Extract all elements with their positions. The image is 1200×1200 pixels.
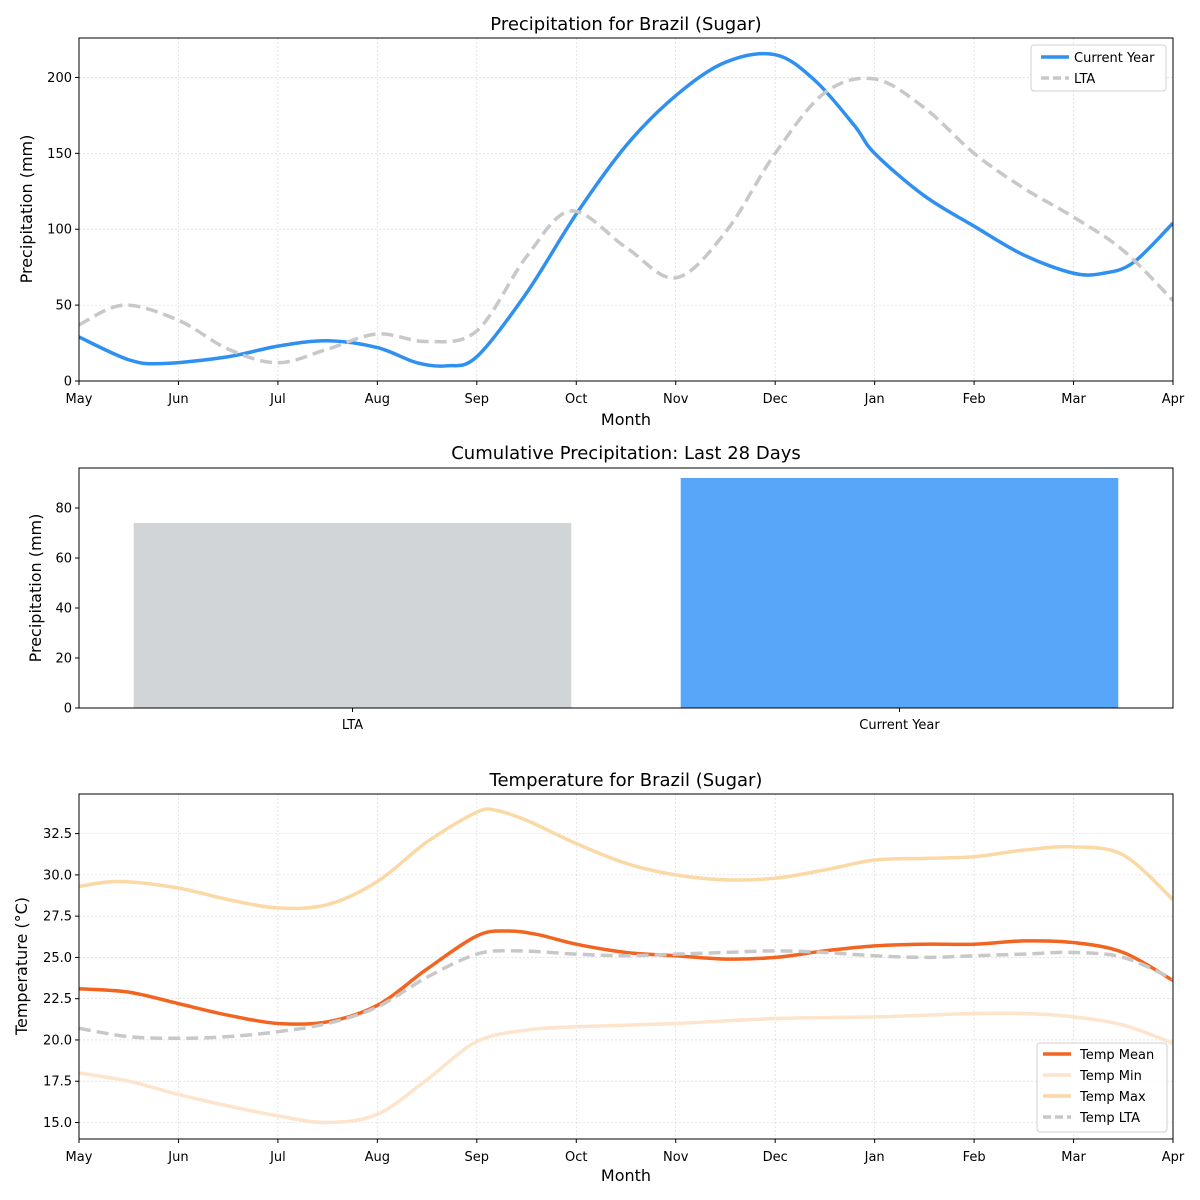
x-tick-label-dec: Dec — [763, 392, 788, 407]
x-tick-label-jul: Jul — [269, 1150, 286, 1165]
bar-lta — [133, 523, 572, 708]
x-tick-label-mar: Mar — [1061, 1150, 1086, 1165]
x-tick-label-lta: LTA — [342, 718, 363, 733]
y-tick-label: 150 — [47, 147, 72, 162]
x-tick-label-oct: Oct — [565, 1150, 587, 1165]
y-tick-label: 22.5 — [43, 992, 72, 1007]
grid — [78, 794, 1174, 1139]
x-tick-label-aug: Aug — [365, 392, 390, 407]
bars-group — [133, 478, 1119, 708]
precipitation-line-chart: Precipitation for Brazil (Sugar) May Jun J… — [17, 14, 1185, 429]
y-tick-label: 40 — [55, 602, 72, 617]
series-line-current-year — [79, 51, 1173, 368]
legend-label-temp-max: Temp Max — [1079, 1090, 1146, 1105]
x-tick-label-feb: Feb — [963, 1150, 986, 1165]
y-axis: 0 20 40 60 80 — [55, 502, 79, 717]
x-tick-label-sep: Sep — [465, 392, 490, 407]
x-tick-label-apr: Apr — [1162, 1150, 1185, 1165]
x-tick-label-sep: Sep — [465, 1150, 490, 1165]
y-tick-label: 25.0 — [43, 951, 72, 966]
x-tick-label-dec: Dec — [763, 1150, 788, 1165]
x-tick-label-mar: Mar — [1061, 392, 1086, 407]
x-tick-label-jan: Jan — [864, 1150, 885, 1165]
chart-title: Precipitation for Brazil (Sugar) — [490, 14, 761, 35]
legend-label-current-year: Current Year — [1074, 51, 1155, 66]
x-tick-label-jun: Jun — [167, 1150, 188, 1165]
series-line-lta — [79, 76, 1173, 365]
series-line-temp-lta — [79, 948, 1173, 1041]
x-tick-label-jan: Jan — [864, 392, 885, 407]
y-tick-label: 60 — [55, 552, 72, 567]
bar-current-year — [680, 478, 1119, 708]
y-axis-label: Precipitation (mm) — [26, 514, 45, 663]
plot-frame — [78, 37, 1174, 382]
temperature-line-chart: Temperature for Brazil (Sugar) May Jun Jul… — [12, 770, 1185, 1185]
y-tick-label: 30.0 — [43, 868, 72, 883]
x-tick-label-aug: Aug — [365, 1150, 390, 1165]
x-tick-label-oct: Oct — [565, 392, 587, 407]
legend: Current Year LTA — [1030, 44, 1167, 92]
series-group — [79, 51, 1173, 368]
x-axis: LTA Current Year — [342, 708, 940, 733]
y-tick-label: 50 — [55, 299, 72, 314]
y-tick-label: 0 — [64, 375, 72, 390]
y-axis-label: Temperature (°C) — [12, 897, 31, 1036]
y-tick-label: 80 — [55, 502, 72, 517]
y-tick-label: 17.5 — [43, 1075, 72, 1090]
y-axis: 0 50 100 150 200 — [47, 71, 79, 390]
y-axis-label: Precipitation (mm) — [17, 135, 36, 284]
chart-title: Temperature for Brazil (Sugar) — [489, 770, 763, 791]
x-tick-label-jul: Jul — [269, 392, 286, 407]
x-axis: May Jun Jul Aug Sep Oct Nov Dec Jan Feb Mar Apr — [66, 381, 1185, 407]
y-tick-label: 100 — [47, 223, 72, 238]
plot-frame — [78, 793, 1174, 1140]
y-tick-label: 20.0 — [43, 1033, 72, 1048]
x-tick-label-may: May — [66, 392, 93, 407]
y-tick-label: 200 — [47, 71, 72, 86]
x-axis-label: Month — [601, 1166, 651, 1185]
series-line-temp-mean — [79, 929, 1173, 1026]
y-tick-label: 15.0 — [43, 1116, 72, 1131]
y-tick-label: 32.5 — [43, 827, 72, 842]
plot-frame — [78, 467, 1174, 709]
grid — [78, 38, 1174, 382]
x-tick-label-current-year: Current Year — [859, 718, 940, 733]
x-tick-label-may: May — [66, 1150, 93, 1165]
legend-label-temp-mean: Temp Mean — [1079, 1048, 1154, 1063]
legend-label-temp-min: Temp Min — [1079, 1069, 1142, 1084]
series-line-temp-max — [79, 807, 1173, 911]
y-tick-label: 0 — [64, 702, 72, 717]
legend-box — [1036, 1042, 1168, 1133]
legend-label-lta: LTA — [1074, 72, 1095, 87]
y-axis: 15.0 17.5 20.0 22.5 25.0 27.5 30.0 32.5 — [43, 827, 79, 1131]
x-tick-label-nov: Nov — [663, 392, 689, 407]
x-tick-label-nov: Nov — [663, 1150, 689, 1165]
series-group — [79, 807, 1173, 1125]
chart-title: Cumulative Precipitation: Last 28 Days — [451, 443, 801, 464]
y-tick-label: 20 — [55, 652, 72, 667]
series-line-temp-min — [79, 1011, 1173, 1125]
x-tick-label-feb: Feb — [963, 392, 986, 407]
x-axis-label: Month — [601, 410, 651, 429]
cumulative-precipitation-bar-chart: Cumulative Precipitation: Last 28 Days L… — [26, 443, 1174, 733]
x-axis: May Jun Jul Aug Sep Oct Nov Dec Jan Feb Mar Apr — [66, 1139, 1185, 1165]
x-tick-label-jun: Jun — [167, 392, 188, 407]
y-tick-label: 27.5 — [43, 910, 72, 925]
legend-label-temp-lta: Temp LTA — [1079, 1111, 1140, 1126]
legend: Temp Mean Temp Min Temp Max Temp LTA — [1036, 1042, 1168, 1133]
x-tick-label-apr: Apr — [1162, 392, 1185, 407]
